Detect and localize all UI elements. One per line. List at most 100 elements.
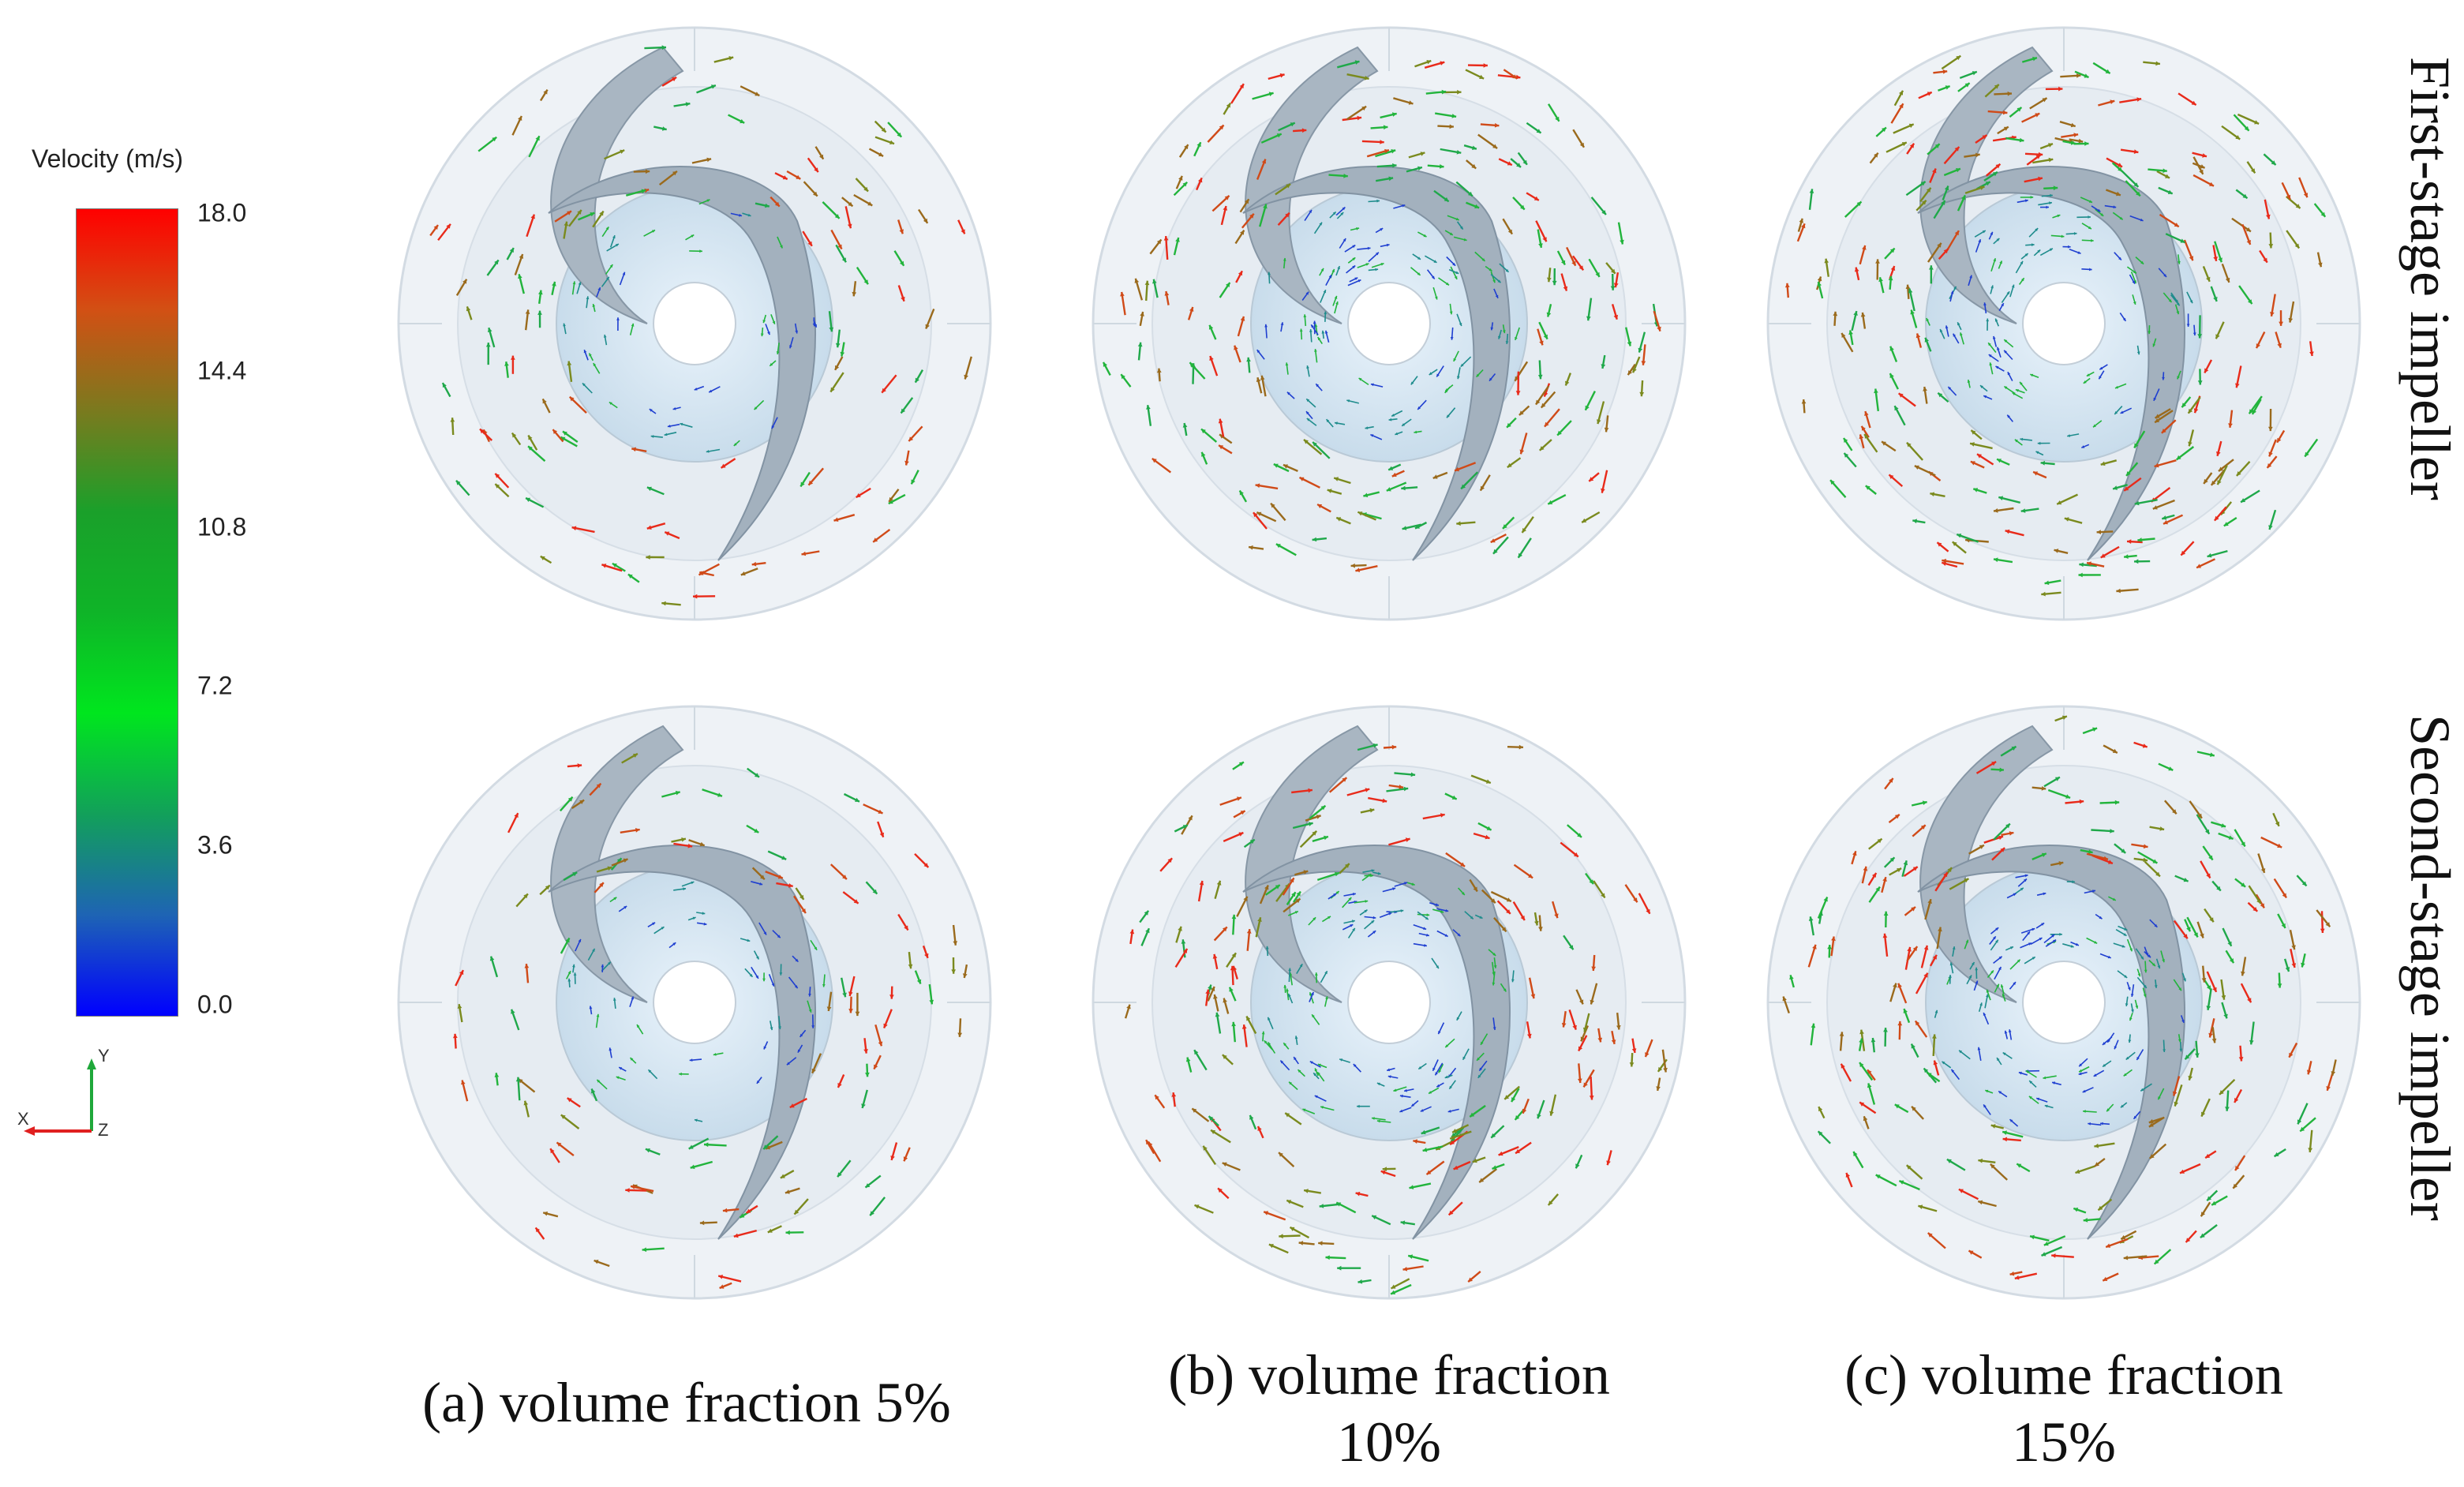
velocity-vector: [1444, 792, 1458, 800]
velocity-vector: [2309, 341, 2314, 357]
velocity-vector: [1957, 194, 1966, 212]
velocity-vector: [1839, 1032, 1844, 1051]
velocity-vector: [1535, 220, 1548, 242]
velocity-vector: [1456, 313, 1462, 327]
velocity-vector: [1368, 199, 1380, 203]
velocity-vector: [822, 201, 841, 219]
velocity-vector: [1861, 866, 1868, 884]
velocity-vector: [1371, 1117, 1386, 1121]
velocity-vector: [904, 450, 910, 466]
velocity-vector: [795, 887, 805, 901]
velocity-vector: [2029, 1234, 2050, 1242]
velocity-vector: [2238, 1045, 2244, 1062]
caption-a-line1: (a) volume fraction 5%: [422, 1371, 951, 1434]
velocity-vector: [908, 425, 923, 442]
velocity-vector: [887, 122, 903, 138]
velocity-vector: [1537, 360, 1543, 380]
velocity-vector: [2130, 1003, 2134, 1013]
velocity-vector: [776, 343, 780, 355]
velocity-vector: [2326, 1073, 2334, 1092]
velocity-vector: [587, 948, 596, 961]
velocity-vector: [1342, 897, 1352, 908]
velocity-vector: [1334, 301, 1339, 314]
velocity-vector: [964, 356, 972, 380]
velocity-vector: [1492, 536, 1509, 555]
velocity-vector: [2161, 514, 2175, 520]
velocity-vector: [2272, 812, 2280, 827]
velocity-vector: [2106, 1103, 2114, 1112]
velocity-vector: [2035, 1097, 2048, 1103]
velocity-vector: [1219, 282, 1231, 298]
velocity-vector: [2050, 234, 2065, 238]
velocity-vector: [1465, 69, 1485, 80]
velocity-vector: [2214, 241, 2222, 263]
velocity-vector: [1868, 886, 1881, 903]
velocity-vector: [631, 447, 647, 452]
velocity-vector: [523, 1100, 530, 1118]
velocity-vector: [1859, 1062, 1874, 1081]
velocity-vector: [1490, 273, 1502, 283]
velocity-vector: [1867, 872, 1878, 886]
velocity-vector: [1436, 365, 1444, 377]
velocity-vector: [713, 56, 734, 63]
velocity-vector: [511, 115, 522, 136]
velocity-vector: [1808, 189, 1814, 210]
velocity-vector: [1906, 1164, 1923, 1180]
velocity-vector: [1936, 541, 1949, 552]
velocity-vector: [1597, 1028, 1603, 1043]
velocity-vector: [2162, 372, 2165, 380]
velocity-vector: [2028, 1096, 2039, 1104]
velocity-vector: [835, 244, 847, 263]
velocity-vector: [1567, 824, 1582, 838]
velocity-vector: [1561, 1011, 1567, 1028]
velocity-vector: [1547, 268, 1552, 283]
velocity-vector: [1241, 213, 1255, 229]
velocity-vector: [770, 1021, 773, 1031]
velocity-vector: [2079, 562, 2097, 567]
velocity-vector: [1246, 928, 1252, 951]
velocity-vector: [1882, 933, 1889, 957]
velocity-vector: [1245, 1015, 1257, 1035]
velocity-vector: [897, 219, 904, 234]
velocity-vector: [1490, 890, 1512, 903]
velocity-vector: [1865, 485, 1877, 495]
velocity-vector: [573, 972, 577, 984]
velocity-vector: [1318, 1241, 1335, 1245]
velocity-vector: [2102, 1272, 2119, 1282]
velocity-vector: [1408, 152, 1425, 159]
velocity-vector: [744, 968, 754, 978]
velocity-vector: [1265, 884, 1281, 896]
velocity-vector: [2131, 843, 2148, 849]
velocity-vector: [2007, 371, 2013, 381]
velocity-vector: [2114, 1039, 2119, 1050]
velocity-vector: [1401, 418, 1412, 427]
velocity-vector: [1357, 246, 1371, 250]
velocity-vector: [762, 1135, 779, 1150]
velocity-vector: [1881, 876, 1887, 893]
velocity-vector: [1500, 983, 1507, 992]
velocity-vector: [2000, 745, 2017, 757]
velocity-vector: [962, 964, 968, 979]
velocity-vector: [1406, 166, 1423, 173]
velocity-vector: [1953, 333, 1960, 344]
velocity-vector: [2248, 885, 2262, 905]
velocity-vector: [1226, 952, 1238, 968]
velocity-vector: [1349, 277, 1358, 283]
velocity-vector: [1200, 428, 1218, 443]
velocity-vector: [504, 361, 509, 378]
velocity-vector: [1575, 989, 1584, 1005]
velocity-vector: [2186, 291, 2193, 304]
velocity-vector: [1456, 221, 1464, 230]
velocity-vector: [2040, 460, 2055, 466]
velocity-vector: [2062, 943, 2074, 948]
velocity-vector: [1546, 304, 1552, 317]
velocity-vector: [2065, 799, 2084, 804]
velocity-vector: [1361, 140, 1384, 144]
velocity-vector: [812, 317, 816, 327]
velocity-vector: [1399, 1094, 1411, 1098]
velocity-vector: [1432, 908, 1444, 913]
velocity-vector: [1343, 893, 1356, 897]
velocity-vector: [2081, 268, 2092, 272]
velocity-vector: [1975, 134, 1988, 144]
velocity-vector: [1517, 537, 1532, 559]
